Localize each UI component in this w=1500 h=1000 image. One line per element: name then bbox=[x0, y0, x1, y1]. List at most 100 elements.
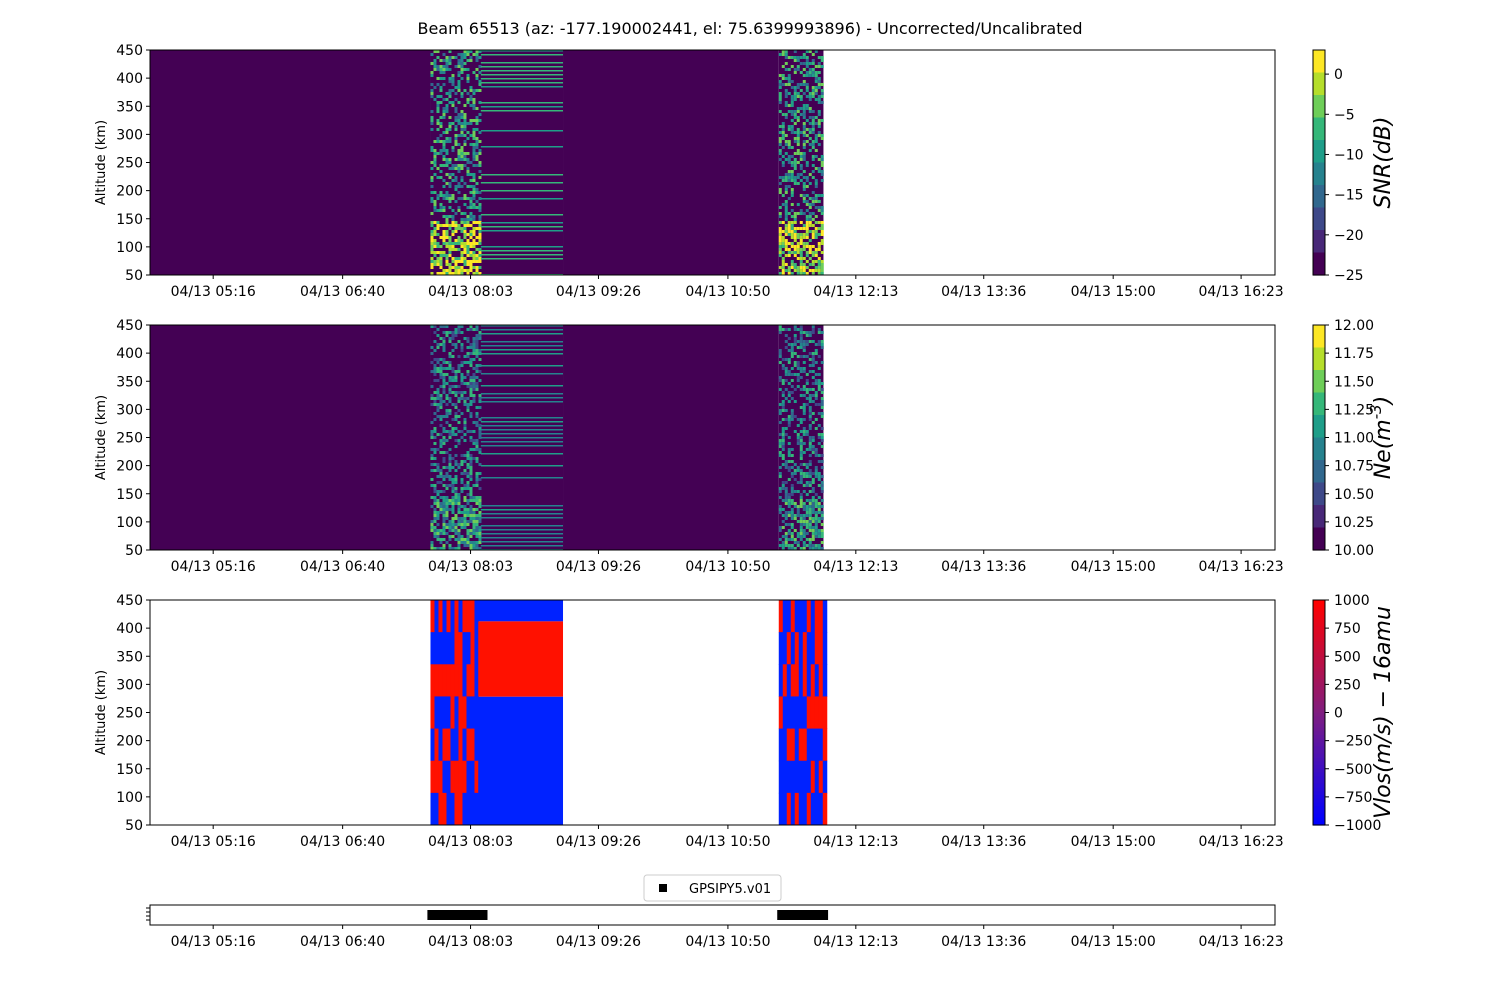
data-cell bbox=[787, 373, 791, 376]
data-cell bbox=[442, 505, 446, 508]
data-stripe bbox=[480, 505, 564, 507]
data-cell bbox=[475, 260, 479, 263]
data-cell bbox=[811, 544, 815, 547]
x-tick-label: 04/13 12:13 bbox=[813, 559, 898, 575]
data-cell bbox=[820, 388, 824, 391]
data-cell bbox=[430, 122, 434, 125]
data-cell bbox=[439, 325, 443, 328]
y-tick-label: 450 bbox=[116, 43, 143, 59]
data-block bbox=[778, 325, 824, 550]
data-cell bbox=[808, 340, 812, 343]
data-cell bbox=[442, 194, 446, 197]
data-cell bbox=[448, 248, 452, 251]
data-cell bbox=[469, 59, 473, 62]
data-cell bbox=[781, 400, 785, 403]
data-cell bbox=[817, 83, 821, 86]
data-cell bbox=[469, 391, 473, 394]
colorbar-segment bbox=[1313, 531, 1325, 536]
data-cell bbox=[790, 233, 794, 236]
data-cell bbox=[787, 272, 791, 275]
data-cell bbox=[814, 185, 818, 188]
data-cell bbox=[820, 439, 824, 442]
colorbar-segment bbox=[1313, 615, 1325, 620]
y-tick-label: 400 bbox=[116, 621, 143, 637]
data-cell bbox=[442, 466, 446, 469]
data-cell bbox=[805, 161, 809, 164]
data-cell bbox=[817, 535, 821, 538]
data-cell bbox=[436, 260, 440, 263]
data-cell bbox=[820, 475, 824, 478]
data-cell bbox=[802, 520, 806, 523]
data-cell bbox=[450, 792, 455, 826]
data-stripe bbox=[480, 66, 564, 68]
data-cell bbox=[814, 418, 818, 421]
data-cell bbox=[472, 173, 476, 176]
data-cell bbox=[446, 632, 451, 665]
data-cell bbox=[430, 263, 434, 266]
data-cell bbox=[796, 128, 800, 131]
data-cell bbox=[820, 164, 824, 167]
colorbar-segment bbox=[1313, 776, 1325, 781]
data-cell bbox=[793, 239, 797, 242]
data-cell bbox=[796, 328, 800, 331]
data-cell bbox=[820, 263, 824, 266]
colorbar-segment bbox=[1313, 720, 1325, 725]
data-cell bbox=[454, 179, 458, 182]
data-cell bbox=[784, 62, 788, 65]
data-cell bbox=[799, 331, 803, 334]
data-cell bbox=[781, 260, 785, 263]
data-cell bbox=[817, 101, 821, 104]
data-cell bbox=[472, 529, 476, 532]
data-cell bbox=[454, 394, 458, 397]
data-cell bbox=[436, 547, 440, 550]
data-cell bbox=[811, 400, 815, 403]
data-cell bbox=[475, 340, 479, 343]
data-cell bbox=[436, 448, 440, 451]
data-cell bbox=[451, 74, 455, 77]
data-stripe bbox=[480, 102, 564, 104]
data-cell bbox=[457, 400, 461, 403]
data-cell bbox=[436, 358, 440, 361]
data-cell bbox=[799, 221, 803, 224]
data-cell bbox=[805, 475, 809, 478]
data-cell bbox=[430, 463, 434, 466]
data-cell bbox=[778, 137, 782, 140]
data-cell bbox=[802, 182, 806, 185]
data-cell bbox=[802, 176, 806, 179]
data-cell bbox=[430, 128, 434, 131]
data-cell bbox=[472, 379, 476, 382]
data-cell bbox=[445, 472, 449, 475]
data-cell bbox=[430, 529, 434, 532]
data-cell bbox=[790, 448, 794, 451]
data-cell bbox=[445, 110, 449, 113]
data-cell bbox=[445, 484, 449, 487]
colorbar-segment bbox=[1313, 603, 1325, 609]
data-cell bbox=[787, 523, 791, 526]
colorbar-segment bbox=[1313, 448, 1325, 454]
data-cell bbox=[463, 212, 467, 215]
data-cell bbox=[817, 110, 821, 113]
data-cell bbox=[820, 541, 824, 544]
data-cell bbox=[811, 170, 815, 173]
data-cell bbox=[466, 352, 470, 355]
data-cell bbox=[805, 382, 809, 385]
data-cell bbox=[790, 164, 794, 167]
data-cell bbox=[430, 245, 434, 248]
x-tick-label: 04/13 05:16 bbox=[171, 834, 256, 850]
data-cell bbox=[460, 77, 464, 80]
data-cell bbox=[478, 337, 482, 340]
data-cell bbox=[439, 140, 443, 143]
data-cell bbox=[478, 176, 482, 179]
data-cell bbox=[796, 266, 800, 269]
data-cell bbox=[439, 170, 443, 173]
data-cell bbox=[469, 95, 473, 98]
data-cell bbox=[810, 664, 816, 697]
data-cell bbox=[478, 547, 482, 550]
colorbar-segment bbox=[1313, 407, 1325, 412]
data-cell bbox=[805, 221, 809, 224]
colorbar-segment bbox=[1313, 806, 1325, 811]
data-cell bbox=[778, 95, 782, 98]
data-cell bbox=[805, 65, 809, 68]
data-cell bbox=[802, 125, 806, 128]
data-cell bbox=[466, 430, 470, 433]
